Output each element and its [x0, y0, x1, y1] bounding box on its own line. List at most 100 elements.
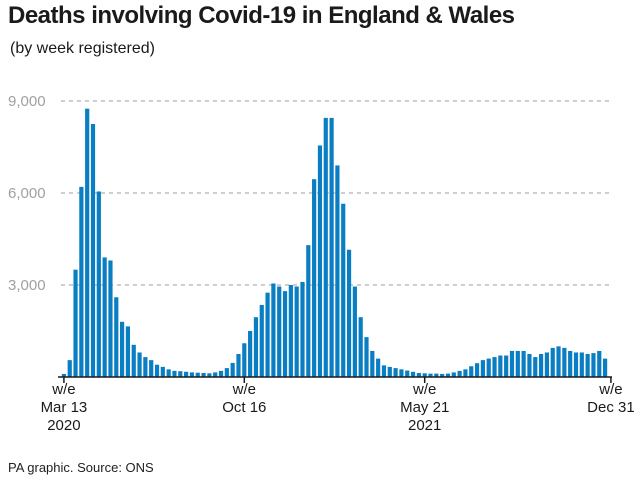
bar	[288, 285, 293, 377]
bar	[184, 371, 189, 377]
bar	[67, 360, 72, 377]
bar	[306, 245, 311, 377]
bar	[538, 354, 544, 377]
bar	[376, 358, 381, 377]
bar	[387, 366, 392, 377]
bar	[79, 186, 84, 377]
bar	[329, 117, 334, 377]
bars	[61, 108, 608, 378]
bar	[300, 281, 305, 377]
bar	[312, 179, 317, 377]
x-tick-label: w/e Dec 31	[587, 381, 635, 416]
bar	[515, 350, 520, 377]
bar	[573, 352, 579, 377]
bar	[469, 366, 474, 377]
bar	[451, 372, 456, 377]
bar	[597, 350, 602, 377]
bar	[125, 326, 131, 377]
bar	[544, 352, 549, 377]
bar	[224, 368, 229, 377]
bar	[562, 347, 567, 377]
bar	[61, 373, 67, 377]
x-tick-label: w/e May 21 2021	[400, 381, 449, 434]
bar	[248, 331, 253, 377]
bar	[137, 352, 142, 377]
bar	[230, 362, 235, 377]
bar	[568, 350, 573, 377]
bar	[120, 321, 125, 377]
bar	[474, 363, 480, 377]
bar	[486, 358, 491, 377]
bar	[602, 358, 608, 377]
bar	[358, 317, 363, 377]
x-tick-label: w/e Mar 13 2020	[41, 381, 88, 434]
bar	[527, 354, 532, 377]
bar	[189, 372, 195, 377]
bar	[195, 372, 200, 377]
bar	[410, 371, 416, 377]
bar	[381, 365, 387, 377]
bar	[131, 344, 136, 377]
bar	[335, 165, 340, 377]
bar	[323, 117, 328, 377]
chart-title: Deaths involving Covid-19 in England & W…	[8, 2, 515, 29]
bar	[277, 286, 282, 377]
x-axis: w/e Mar 13 2020 w/e Oct 16 w/e May 21 2021 w/e De…	[41, 376, 635, 434]
bar	[521, 350, 526, 377]
bar	[294, 286, 299, 377]
y-tick-label: 6,000	[8, 185, 46, 202]
bar	[102, 257, 107, 377]
bar	[207, 373, 212, 377]
bar	[509, 350, 515, 377]
bar	[533, 357, 538, 377]
bar	[154, 364, 160, 377]
bar	[445, 373, 451, 377]
bar	[282, 291, 288, 377]
bar	[178, 371, 183, 377]
bar	[405, 370, 410, 377]
bar	[364, 337, 369, 377]
bar	[556, 346, 561, 377]
bar	[271, 283, 276, 377]
bar	[428, 373, 433, 377]
bar	[434, 373, 439, 377]
bar	[457, 370, 462, 377]
source-note: PA graphic. Source: ONS	[8, 460, 154, 475]
bar	[550, 347, 555, 377]
y-tick-label: 9,000	[8, 93, 46, 110]
bar	[370, 350, 375, 377]
bar	[242, 343, 247, 377]
bar	[346, 249, 352, 377]
bar	[492, 357, 497, 377]
bar	[585, 354, 590, 377]
bar	[172, 370, 177, 377]
bar	[591, 353, 596, 377]
bar	[393, 368, 398, 377]
bar	[85, 108, 90, 378]
bar	[480, 360, 485, 377]
bar	[201, 373, 206, 377]
bar	[213, 372, 218, 377]
bar	[96, 191, 101, 377]
bar	[579, 352, 584, 377]
bar	[90, 124, 96, 377]
bar	[440, 373, 445, 377]
y-tick-label: 3,000	[8, 277, 46, 294]
bar	[265, 292, 270, 377]
bar	[416, 373, 421, 377]
bar	[341, 203, 346, 377]
chart-subtitle: (by week registered)	[10, 40, 155, 57]
bar	[422, 373, 427, 377]
bar	[114, 297, 119, 377]
bar	[399, 369, 404, 377]
bar	[463, 369, 468, 377]
bar	[498, 355, 503, 377]
bar	[504, 355, 509, 377]
bar	[108, 260, 113, 377]
bar	[149, 360, 154, 377]
bar	[166, 369, 171, 377]
bar	[253, 317, 259, 377]
bar	[317, 145, 323, 377]
bar	[259, 304, 264, 377]
